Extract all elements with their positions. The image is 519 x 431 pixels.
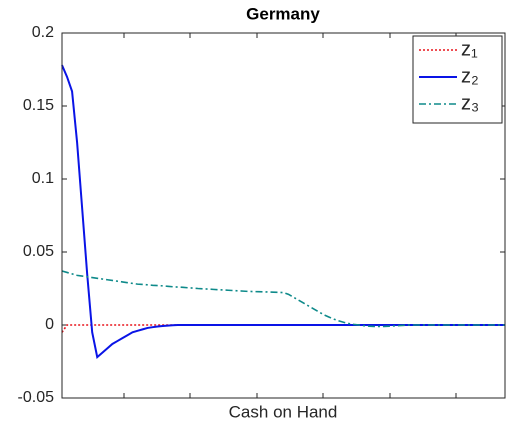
- y-tick-label: 0.05: [23, 243, 54, 260]
- y-tick-label: 0.1: [32, 170, 54, 187]
- x-minor-ticks: [123, 33, 457, 398]
- legend-box: [412, 35, 503, 124]
- series-line: [61, 270, 505, 328]
- x-axis-label: Cash on Hand: [229, 402, 338, 421]
- plot-frame: [61, 32, 506, 399]
- y-tick-label: -0.05: [18, 389, 55, 406]
- legend-label: z₃: [461, 92, 479, 114]
- y-tick-label: 0.15: [23, 97, 54, 114]
- legend-label: z₁: [461, 38, 478, 60]
- y-tick-label: 0.2: [32, 24, 54, 41]
- chart-title: Germany: [246, 4, 320, 23]
- legend-label: z₂: [461, 65, 479, 87]
- series-line: [61, 324, 505, 333]
- y-tick-label: 0: [45, 316, 54, 333]
